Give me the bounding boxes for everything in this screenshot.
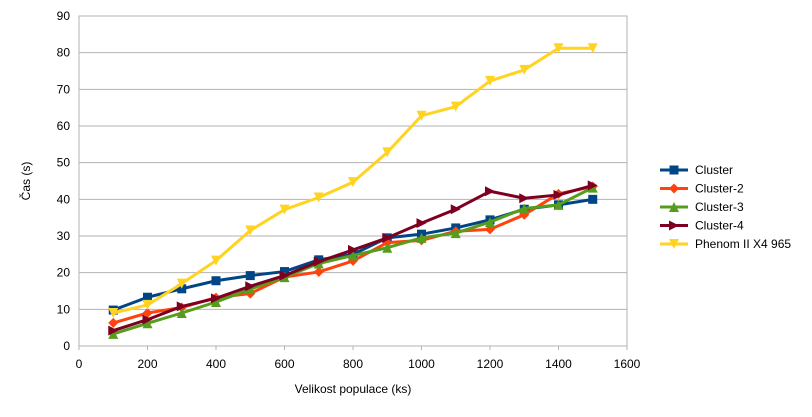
y-tick-label: 60: [57, 119, 71, 133]
data-point: [553, 43, 564, 54]
y-tick-label: 80: [57, 46, 71, 60]
data-point: [108, 328, 119, 339]
y-tick-label: 0: [63, 339, 70, 353]
data-point: [450, 101, 461, 112]
x-axis-title: Velikost populace (ks): [295, 382, 412, 396]
data-point: [416, 232, 427, 243]
y-tick-label: 10: [57, 302, 71, 316]
y-axis-title: Čas (s): [18, 162, 33, 201]
data-point: [176, 301, 187, 312]
data-point: [382, 242, 393, 253]
data-point: [348, 244, 358, 255]
data-point: [177, 284, 187, 294]
x-tick-label: 600: [274, 357, 294, 371]
data-point: [211, 255, 221, 266]
legend-label: Cluster: [695, 163, 733, 177]
data-point: [553, 199, 564, 210]
data-point: [108, 325, 119, 336]
data-point: [348, 255, 358, 266]
legend-item: Cluster-3: [660, 200, 744, 214]
data-point: [279, 204, 290, 215]
data-point: [313, 256, 324, 267]
data-point: [142, 318, 153, 329]
data-point: [280, 267, 289, 277]
data-point: [313, 192, 324, 203]
data-point: [348, 250, 358, 261]
data-point: [176, 308, 187, 318]
y-tick-label: 40: [57, 192, 71, 206]
legend-marker: [669, 220, 679, 231]
legend-label: Cluster-4: [695, 219, 744, 233]
y-tick-label: 70: [57, 82, 71, 96]
legend-label: Cluster-3: [695, 200, 744, 214]
x-tick-label: 400: [206, 357, 226, 371]
x-tick-label: 0: [76, 357, 83, 371]
data-point: [245, 284, 256, 295]
x-tick-label: 1000: [408, 357, 435, 371]
data-point: [382, 147, 393, 158]
data-point: [176, 278, 187, 289]
data-point: [587, 43, 598, 54]
series-cluster-3: [108, 182, 598, 339]
data-point: [211, 293, 221, 304]
data-point: [587, 180, 598, 191]
x-tick-label: 800: [343, 357, 363, 371]
data-point: [245, 281, 256, 292]
legend-item: Cluster-4: [660, 219, 744, 233]
data-point: [519, 64, 530, 75]
y-tick-label: 50: [57, 156, 71, 170]
data-point: [416, 218, 427, 229]
data-point: [108, 317, 119, 328]
data-point: [211, 276, 221, 286]
series-cluster-4: [108, 180, 598, 336]
data-point: [519, 193, 530, 204]
data-point: [450, 204, 461, 215]
legend-label: Cluster-2: [695, 182, 744, 196]
legend-marker: [669, 183, 679, 194]
data-point: [485, 186, 495, 197]
data-point: [142, 308, 153, 318]
data-point: [211, 297, 221, 307]
series-phenom-ii-x4-965: [108, 43, 598, 318]
data-point: [382, 232, 393, 243]
series-group: [108, 43, 598, 339]
legend-marker: [669, 165, 679, 175]
data-point: [142, 299, 153, 310]
data-point: [245, 271, 255, 281]
x-axis-ticks: 0 200 400 600 800 1000 1200 1400 1600: [76, 346, 641, 371]
y-tick-label: 20: [57, 266, 71, 280]
data-point: [485, 217, 495, 228]
y-tick-label: 90: [57, 9, 71, 23]
x-tick-label: 200: [137, 357, 157, 371]
legend: Cluster Cluster-2 Cluster-3 Cluster-4 Phenom…: [660, 163, 791, 251]
data-point: [279, 270, 290, 281]
y-axis-ticks: 0 10 20 30 40 50 60 70 80 90: [57, 9, 71, 353]
y-tick-label: 30: [57, 229, 71, 243]
legend-item: Cluster-2: [660, 182, 744, 196]
x-tick-label: 1600: [614, 357, 641, 371]
legend-marker: [669, 202, 679, 212]
data-point: [348, 177, 358, 188]
legend-marker: [669, 239, 679, 249]
x-tick-label: 1400: [545, 357, 572, 371]
data-point: [450, 228, 461, 239]
data-point: [588, 194, 598, 204]
data-point: [416, 110, 427, 121]
legend-item: Cluster: [660, 163, 733, 177]
data-point: [313, 266, 324, 277]
data-point: [142, 314, 153, 325]
data-point: [553, 189, 564, 200]
legend-item: Phenom II X4 965: [660, 237, 791, 251]
data-point: [143, 292, 152, 302]
data-point: [108, 308, 119, 318]
data-point: [485, 75, 495, 86]
x-tick-label: 1200: [477, 357, 504, 371]
data-point: [245, 225, 256, 236]
legend-label: Phenom II X4 965: [695, 237, 791, 251]
data-point: [519, 203, 530, 214]
